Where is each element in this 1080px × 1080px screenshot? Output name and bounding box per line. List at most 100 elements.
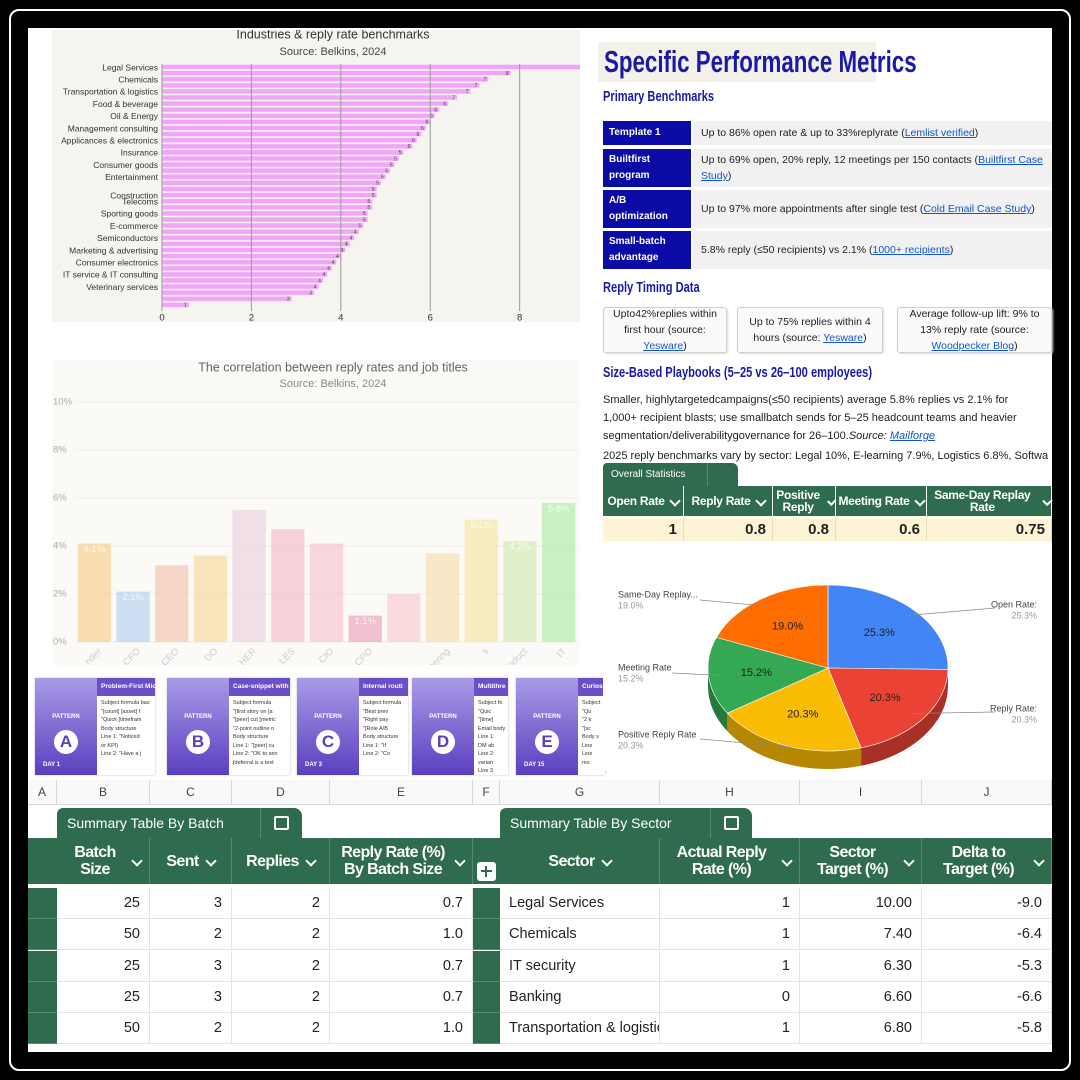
- stats-header-text: Positive Reply: [776, 488, 820, 514]
- card-line: Subject fo: [478, 700, 503, 706]
- table-cell: 6.60: [800, 981, 922, 1013]
- card-line: Body structure: [233, 734, 269, 740]
- timing-after: ): [863, 332, 867, 344]
- primary-heading: Primary Benchmarks: [603, 88, 715, 105]
- slice-label: 20.3%: [787, 709, 818, 721]
- timing-heading-box: Reply Timing Data: [603, 279, 734, 297]
- card-line: "[sc: [582, 725, 591, 732]
- bar: [162, 174, 386, 180]
- bar: [162, 168, 391, 174]
- bar: [162, 204, 373, 210]
- value-label: 6: [434, 108, 437, 114]
- playbook-link[interactable]: Mailforge: [889, 430, 936, 442]
- column-letter: J: [922, 780, 1052, 805]
- value-label: 4: [327, 266, 330, 272]
- stats-header: Reply Rate: [684, 486, 773, 516]
- value-label: 5: [390, 162, 393, 168]
- timing-link[interactable]: Woodpecker Blog: [931, 340, 1015, 352]
- stats-header-text: Reply Rate: [691, 494, 751, 508]
- table-cell: 1.0: [330, 919, 473, 951]
- bar: [162, 180, 382, 186]
- outside-value: 20.3%: [1011, 714, 1037, 724]
- bar: [162, 198, 373, 204]
- benchmark-label: Builtfirst program: [603, 149, 691, 187]
- value-label: 4: [345, 242, 348, 248]
- value-label: 5: [358, 223, 361, 229]
- table-tab: Summary Table By Batch: [57, 808, 260, 838]
- benchmark-link[interactable]: Lemlist verified: [904, 127, 975, 139]
- benchmark-link[interactable]: Builtfirst Case Study: [701, 154, 1043, 182]
- pattern-card: PATTERN E DAY 15 Curiosit Subject "Qu "2 k "[sc…: [516, 678, 605, 775]
- industry-chart: Industries & reply rate benchmarks Sourc…: [52, 30, 580, 322]
- category-label: Consumer electronics: [76, 257, 158, 267]
- benchmark-link[interactable]: 1000+ recipients: [872, 244, 950, 256]
- value-label: 5: [376, 181, 379, 187]
- chev: [902, 855, 915, 867]
- card-label: PATTERN: [184, 714, 212, 720]
- pie-side: [727, 713, 862, 769]
- category-label: Veterinary services: [86, 282, 158, 292]
- card-line: or KPI): [101, 742, 119, 749]
- value-label: 7: [484, 77, 487, 83]
- column-letter: F: [473, 780, 500, 805]
- value-label: 5: [381, 175, 384, 181]
- header-a: [28, 838, 57, 884]
- bar: [162, 223, 364, 229]
- card-line: DM ab: [478, 742, 495, 749]
- table-cell: -6.4: [922, 919, 1052, 951]
- y-tick-label: 8%: [53, 445, 67, 456]
- benchmark-body: Up to 69% open, 20% reply, 12 meetings p…: [701, 154, 979, 166]
- timing-link[interactable]: Yesware: [643, 340, 684, 352]
- header-text: Batch Size: [74, 844, 116, 878]
- x-tick-label: 8: [517, 313, 522, 322]
- card-line: Line 2:: [478, 751, 495, 757]
- value-label: 6: [443, 101, 446, 107]
- table-cell: 0.7: [330, 981, 473, 1013]
- table-cell: Transportation & logistic: [500, 1013, 660, 1045]
- value-label: 7: [452, 95, 455, 101]
- card-day: DAY 3: [305, 762, 323, 768]
- column-letter: D: [232, 780, 330, 805]
- card-day: DAY 15: [524, 762, 545, 768]
- table-cell: 1: [660, 950, 800, 982]
- card-title: Case-snippet with: [229, 678, 290, 696]
- primary-heading-box: Primary Benchmarks: [603, 88, 753, 106]
- value-label: 1: [184, 303, 187, 309]
- frame: [9, 9, 1071, 1071]
- table-cell: 10.00: [800, 888, 922, 919]
- plus-v: [485, 866, 487, 877]
- table-cell: 50: [57, 1013, 150, 1045]
- card-line: "[time]: [478, 717, 494, 723]
- row-gutter-a: [28, 919, 57, 951]
- add-button[interactable]: [477, 862, 496, 881]
- benchmark-body: Up to 97% more appointments after single…: [701, 203, 924, 215]
- bar: [425, 553, 460, 642]
- timing-body: Upto42%replies within first hour (source…: [613, 308, 717, 336]
- card-letter: A: [54, 730, 78, 754]
- outside-value: 20.3%: [618, 740, 644, 750]
- bar: [162, 247, 346, 253]
- stats-pie-chart: 25.3%20.3%20.3%15.2%19.0%Open Rate:25.3%…: [603, 545, 1052, 770]
- stats-value: 0.8: [773, 518, 836, 541]
- bar: [162, 119, 431, 125]
- stats-header-text: Meeting Rate: [838, 494, 910, 508]
- bar: [162, 113, 435, 119]
- leader-line: [699, 599, 768, 607]
- card-line: Body structure: [363, 734, 399, 740]
- card-line: "Best prev: [363, 708, 389, 715]
- table-cell: Chemicals: [500, 919, 660, 951]
- header-text: Delta to Target (%): [942, 844, 1015, 878]
- card-line: Subject: [582, 700, 601, 706]
- table-cell: 6.30: [800, 950, 922, 982]
- benchmark-link[interactable]: Cold Email Case Study: [923, 203, 1032, 215]
- value-label: 5: [363, 211, 366, 217]
- benchmark-label: Small-batch advantage: [603, 231, 691, 269]
- table-cell: 25: [57, 981, 150, 1013]
- timing-link[interactable]: Yesware: [823, 332, 864, 344]
- table-cell: 1: [660, 888, 800, 919]
- chev: [780, 855, 793, 867]
- card-line: Line 1: "Noticed: [101, 734, 140, 740]
- value-label: 3: [287, 297, 290, 303]
- row-gutter-a: [28, 888, 57, 919]
- stats-tab-icon: [707, 463, 738, 486]
